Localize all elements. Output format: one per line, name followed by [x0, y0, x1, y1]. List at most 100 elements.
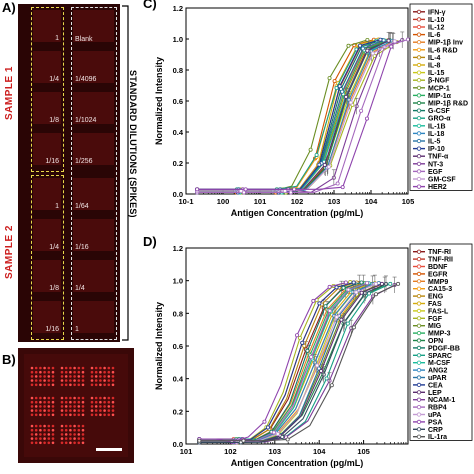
legend-marker — [416, 316, 422, 321]
series-point — [365, 48, 370, 53]
series-point — [319, 369, 324, 374]
series-line — [197, 39, 375, 193]
array-spot — [103, 409, 106, 412]
subarray-block — [73, 301, 114, 333]
array-spot — [107, 383, 111, 387]
sample-dilution-label: 1/16 — [45, 326, 59, 333]
array-spot — [39, 379, 42, 382]
series-point — [285, 437, 290, 442]
legend-marker — [416, 47, 422, 52]
legend-entry: IL-6 R&D — [428, 47, 458, 54]
array-spot — [47, 413, 51, 417]
legend-entry: IL-12 — [428, 25, 444, 32]
array-spot — [111, 409, 115, 412]
array-spot — [39, 383, 42, 387]
legend-entry: TNF-RII — [428, 257, 453, 264]
legend-marker — [416, 368, 422, 373]
legend-marker — [416, 138, 422, 144]
array-spot — [47, 370, 51, 374]
array-spot — [47, 400, 51, 404]
series-point — [275, 431, 280, 436]
array-spot — [39, 437, 42, 440]
series-point — [322, 163, 327, 168]
panel-b-label: B) — [2, 352, 16, 367]
array-spot — [43, 433, 46, 436]
legend-marker — [416, 405, 422, 410]
series-point — [340, 185, 345, 190]
series-point — [295, 333, 300, 338]
array-spot — [64, 396, 68, 400]
array-spot — [111, 396, 115, 400]
legend-marker — [416, 308, 422, 314]
sample-dilution-label: 1/4 — [49, 76, 59, 83]
array-spot — [60, 375, 64, 378]
series-point — [370, 51, 375, 56]
array-spot — [43, 366, 46, 370]
subarray-block — [73, 92, 114, 124]
x-tick-label: 104 — [313, 447, 326, 456]
array-spot — [51, 370, 55, 374]
legend-marker — [416, 184, 422, 189]
x-tick-label: 102 — [291, 197, 304, 206]
sample2-box — [31, 175, 64, 340]
array-spot — [39, 409, 42, 412]
array-spot — [94, 375, 98, 378]
legend-marker — [416, 331, 422, 336]
series-line — [197, 38, 409, 193]
series-point — [346, 43, 351, 48]
series-point — [305, 348, 310, 353]
legend-entry: IL-10 — [428, 17, 444, 24]
array-spot — [69, 379, 72, 382]
series-point — [327, 308, 332, 313]
array-spot — [99, 370, 102, 374]
legend-entry: SPARC — [428, 353, 452, 360]
array-spot — [77, 428, 81, 432]
plot-frame — [185, 7, 409, 195]
array-spot — [47, 437, 51, 440]
series-point — [314, 152, 319, 157]
array-spot — [30, 400, 34, 404]
array-spot — [43, 437, 46, 440]
y-tick-label: 1.2 — [173, 4, 183, 13]
legend-marker — [416, 301, 422, 306]
array-spot — [60, 366, 64, 370]
array-spot — [30, 424, 34, 428]
legend-marker — [416, 146, 422, 151]
series-point — [359, 108, 364, 113]
legend-marker — [416, 100, 422, 106]
array-spot — [107, 396, 111, 400]
legend-marker — [416, 271, 422, 277]
legend-marker — [416, 169, 422, 174]
series-point — [335, 181, 340, 186]
sample-dilution-label: 1/8 — [49, 285, 59, 292]
array-spot — [81, 370, 85, 374]
sample1-label: SAMPLE 1 — [4, 66, 15, 121]
array-spot — [43, 413, 46, 417]
subarray-block — [73, 51, 114, 83]
y-tick-label: 1.0 — [173, 277, 183, 286]
series-line — [197, 39, 384, 190]
legend-marker — [416, 264, 422, 269]
series-point — [344, 94, 349, 99]
legend-entry: RBP4 — [428, 405, 447, 412]
legend-marker — [416, 293, 422, 299]
array-spot — [81, 379, 85, 382]
legend-marker — [416, 256, 422, 262]
subarray-block — [33, 178, 61, 210]
array-spot — [99, 396, 102, 400]
array-spot — [81, 409, 85, 412]
array-spot — [107, 405, 111, 408]
series-point — [327, 76, 332, 81]
array-spot — [60, 409, 64, 412]
array-spot — [69, 441, 72, 445]
series-point — [334, 315, 339, 320]
series-line — [199, 284, 395, 443]
standard-dilution-label: 1/4 — [75, 285, 85, 292]
array-spot — [90, 400, 94, 404]
array-spot — [34, 409, 38, 412]
array-spot — [103, 370, 106, 374]
array-spot — [60, 370, 64, 374]
array-spot — [30, 433, 34, 436]
standard-dilution-label: Blank — [75, 36, 93, 43]
array-spot — [94, 366, 98, 370]
